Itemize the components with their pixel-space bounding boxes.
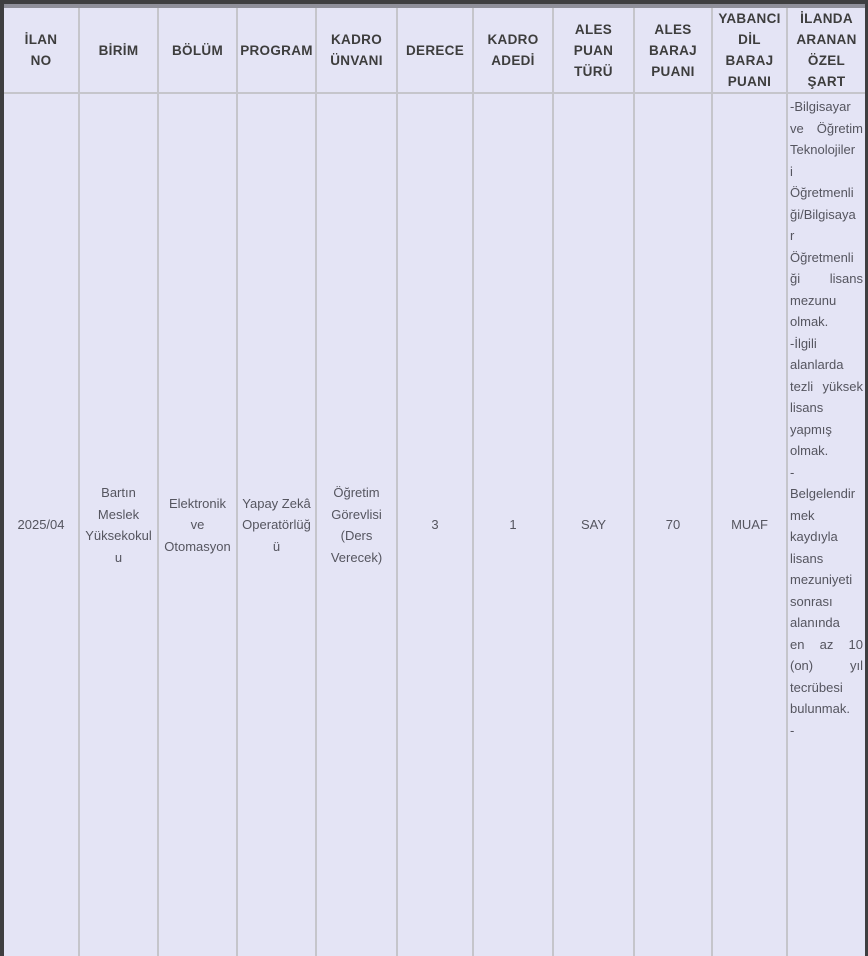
- cell-kadro-unvani: Öğretim Görevlisi (Ders Verecek): [315, 92, 398, 956]
- header-row: İLAN NO BİRİM BÖLÜM PROGRAM KADRO ÜNVANI…: [3, 7, 866, 94]
- header-bolum: BÖLÜM: [157, 7, 238, 94]
- header-yabanci-dil-baraj-puani: YABANCI DİL BARAJ PUANI: [711, 7, 788, 94]
- header-program: PROGRAM: [236, 7, 317, 94]
- header-kadro-unvani: KADRO ÜNVANI: [315, 7, 398, 94]
- cell-derece: 3: [396, 92, 474, 956]
- cell-ilanda-aranan-ozel-sart: -Bilgisayar ve Öğretim Teknolojiler i Öğ…: [786, 92, 866, 956]
- cell-yabanci-dil-baraj-puani: MUAF: [711, 92, 788, 956]
- job-posting-table: İLAN NO BİRİM BÖLÜM PROGRAM KADRO ÜNVANI…: [3, 7, 866, 956]
- header-kadro-adedi: KADRO ADEDİ: [472, 7, 554, 94]
- cell-ilan-no: 2025/04: [3, 92, 80, 956]
- header-ilan-no: İLAN NO: [3, 7, 80, 94]
- table-row: 2025/04 Bartın Meslek Yüksekokul u Elekt…: [3, 92, 866, 956]
- cell-ales-baraj-puani: 70: [633, 92, 713, 956]
- header-ales-baraj-puani: ALES BARAJ PUANI: [633, 7, 713, 94]
- cell-ales-puan-turu: SAY: [552, 92, 635, 956]
- header-derece: DERECE: [396, 7, 474, 94]
- header-ilanda-aranan-ozel-sart: İLANDA ARANAN ÖZEL ŞART: [786, 7, 866, 94]
- header-birim: BİRİM: [78, 7, 159, 94]
- table-container: İLAN NO BİRİM BÖLÜM PROGRAM KADRO ÜNVANI…: [3, 4, 866, 956]
- cell-program: Yapay Zekâ Operatörlüğ ü: [236, 92, 317, 956]
- cell-kadro-adedi: 1: [472, 92, 554, 956]
- cell-bolum: Elektronik ve Otomasyon: [157, 92, 238, 956]
- cell-birim: Bartın Meslek Yüksekokul u: [78, 92, 159, 956]
- header-ales-puan-turu: ALES PUAN TÜRÜ: [552, 7, 635, 94]
